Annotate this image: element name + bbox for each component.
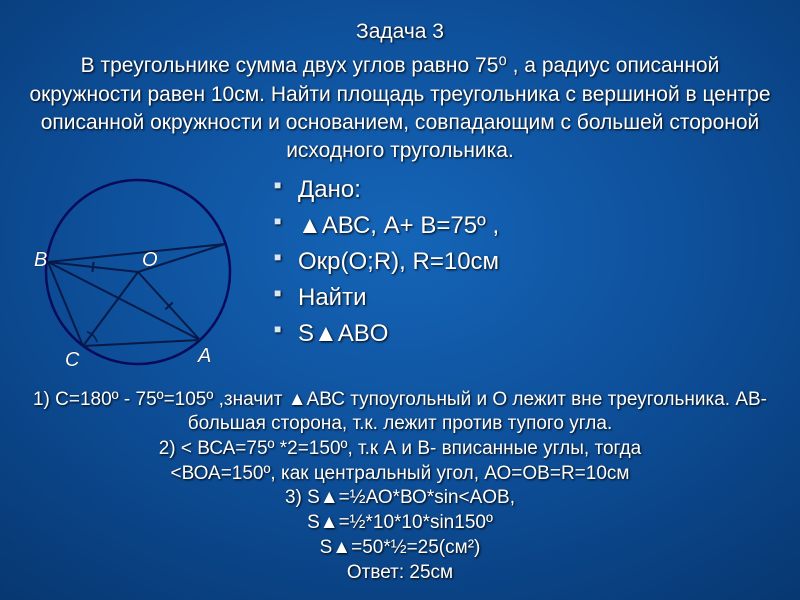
solution-line: 1) С=180º - 75º=105º ,значит ▲АВС тупоуг… xyxy=(28,388,772,437)
solution-line: S▲=½*10*10*sin150º xyxy=(28,511,772,536)
solution-line: S▲=50*½=25(см²) xyxy=(28,536,772,561)
svg-text:О: О xyxy=(142,249,158,271)
given-line: Окр(O;R), R=10см xyxy=(274,244,772,280)
problem-title: Задача 3 В треугольнике сумма двух углов… xyxy=(28,18,772,166)
given-block: Дано: ▲АВС, А+ В=75º , Окр(O;R), R=10см … xyxy=(248,172,772,352)
geometry-diagram: О В С А xyxy=(28,172,248,382)
given-line: ▲АВС, А+ В=75º , xyxy=(274,208,772,244)
solution-block: 1) С=180º - 75º=105º ,значит ▲АВС тупоуг… xyxy=(28,388,772,586)
solution-line: Ответ: 25см xyxy=(28,561,772,586)
svg-text:В: В xyxy=(34,249,47,271)
solution-line: 3) S▲=½АО*ВО*sin<AOB, xyxy=(28,486,772,511)
given-line: S▲ABO xyxy=(274,316,772,352)
solution-line: <ВОА=150º, как центральный угол, АО=ОВ=R… xyxy=(28,462,772,487)
given-line: Дано: xyxy=(274,172,772,208)
svg-text:С: С xyxy=(65,349,80,371)
given-line: Найти xyxy=(274,280,772,316)
middle-row: О В С А Дано: ▲АВС, А+ В=75º , Окр(O;R), R=… xyxy=(28,172,772,382)
solution-line: 2) < ВСА=75º *2=150º, т.к А и В- вписанн… xyxy=(28,437,772,462)
svg-text:А: А xyxy=(197,345,211,367)
title-line-1: Задача 3 xyxy=(28,18,772,46)
title-body: В треугольнике сумма двух углов равно 75… xyxy=(28,52,772,165)
slide: Задача 3 В треугольнике сумма двух углов… xyxy=(0,0,800,600)
